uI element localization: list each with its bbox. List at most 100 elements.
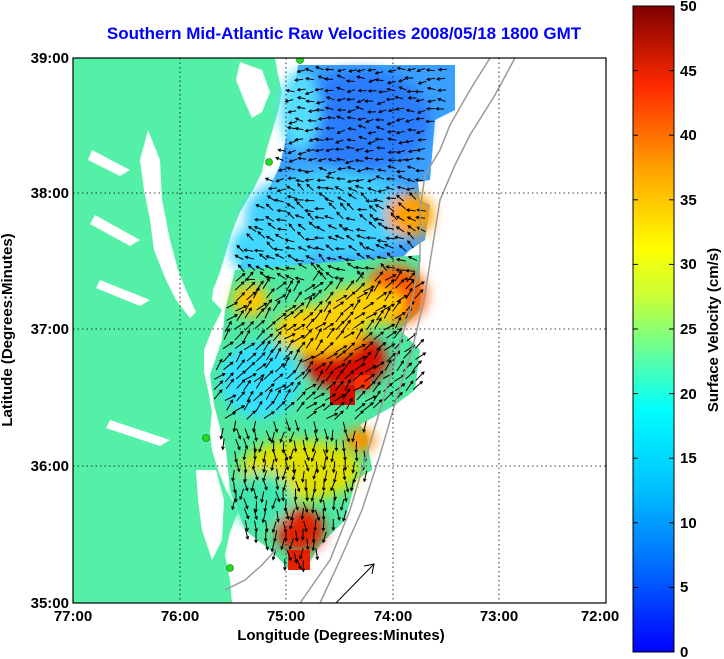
velocity-arrow bbox=[245, 361, 256, 371]
y-axis: 39:00 38:00 37:00 36:00 35:00 Latitude (… bbox=[0, 50, 69, 612]
velocity-arrow bbox=[244, 307, 252, 319]
velocity-arrow bbox=[324, 88, 334, 93]
velocity-arrow bbox=[277, 168, 287, 172]
velocity-arrow bbox=[265, 357, 273, 369]
velocity-arrow bbox=[356, 98, 366, 104]
velocity-arrow bbox=[407, 231, 415, 240]
velocity-arrow bbox=[335, 350, 347, 359]
velocity-arrow bbox=[353, 371, 364, 381]
velocity-arrow bbox=[347, 187, 358, 192]
velocity-arrow bbox=[294, 419, 300, 432]
velocity-arrow bbox=[406, 216, 417, 222]
velocity-arrow bbox=[354, 449, 359, 462]
velocity-arrow bbox=[347, 193, 357, 200]
velocity-arrow bbox=[414, 89, 424, 94]
velocity-arrow bbox=[254, 319, 266, 329]
velocity-arrow bbox=[386, 252, 394, 261]
velocity-arrow bbox=[405, 208, 416, 213]
velocity-arrow bbox=[224, 372, 234, 383]
velocity-arrow bbox=[285, 279, 293, 292]
velocity-arrow bbox=[222, 341, 234, 350]
velocity-arrow bbox=[254, 500, 258, 514]
velocity-arrow bbox=[343, 359, 352, 371]
colorbar-tick-label: 25 bbox=[680, 321, 697, 338]
velocity-arrow bbox=[335, 329, 345, 340]
velocity-arrow bbox=[394, 235, 404, 240]
velocity-arrow bbox=[291, 461, 296, 474]
velocity-arrow bbox=[326, 412, 339, 420]
velocity-arrow bbox=[354, 355, 367, 363]
velocity-arrow bbox=[286, 166, 296, 171]
velocity-arrow bbox=[284, 401, 295, 411]
velocity-arrow bbox=[386, 80, 396, 85]
velocity-arrow bbox=[283, 356, 290, 369]
velocity-arrow bbox=[305, 360, 314, 372]
velocity-arrow bbox=[243, 379, 251, 391]
velocity-arrow bbox=[368, 221, 377, 229]
velocity-arrow bbox=[395, 278, 405, 289]
velocity-arrow bbox=[296, 96, 306, 100]
velocity-arrow bbox=[414, 289, 424, 300]
velocity-arrow bbox=[404, 76, 414, 80]
velocity-arrow bbox=[387, 69, 397, 73]
velocity-arrow bbox=[405, 187, 415, 191]
velocity-arrow bbox=[405, 287, 413, 300]
velocity-arrow bbox=[316, 178, 326, 183]
velocity-arrow bbox=[334, 246, 345, 251]
velocity-arrow bbox=[314, 403, 326, 411]
velocity-arrow bbox=[305, 255, 315, 261]
velocity-arrow bbox=[213, 389, 223, 400]
x-tick-label: 75:00 bbox=[267, 608, 305, 625]
velocity-arrow bbox=[265, 235, 275, 242]
velocity-arrow bbox=[337, 166, 347, 171]
velocity-arrow bbox=[244, 277, 255, 282]
velocity-arrow bbox=[334, 401, 345, 412]
velocity-arrow bbox=[295, 358, 303, 371]
velocity-arrow bbox=[373, 198, 384, 203]
velocity-arrow bbox=[395, 169, 406, 174]
velocity-arrow bbox=[394, 106, 405, 111]
velocity-arrow bbox=[336, 115, 345, 120]
velocity-arrow bbox=[313, 392, 326, 400]
velocity-arrow bbox=[296, 105, 306, 110]
velocity-arrow bbox=[372, 381, 381, 393]
velocity-arrow bbox=[415, 371, 425, 381]
velocity-arrow bbox=[294, 214, 305, 219]
velocity-arrow bbox=[271, 497, 277, 510]
velocity-arrow bbox=[356, 270, 364, 279]
velocity-arrow bbox=[386, 330, 398, 339]
velocity-arrow bbox=[375, 244, 385, 249]
velocity-arrow bbox=[283, 388, 291, 401]
velocity-arrow bbox=[314, 509, 320, 522]
x-tick-label: 72:00 bbox=[581, 608, 619, 625]
velocity-arrow bbox=[348, 69, 358, 73]
velocity-arrow bbox=[308, 137, 318, 142]
velocity-arrow bbox=[274, 233, 284, 240]
velocity-arrow bbox=[312, 269, 321, 281]
velocity-arrow bbox=[383, 382, 393, 393]
velocity-arrow bbox=[259, 271, 268, 279]
velocity-arrow bbox=[415, 156, 425, 161]
velocity-arrow bbox=[396, 185, 406, 190]
velocity-arrow bbox=[392, 299, 401, 311]
velocity-arrow bbox=[316, 379, 325, 391]
velocity-arrow bbox=[398, 244, 407, 252]
velocity-arrow bbox=[336, 509, 341, 521]
velocity-arrow bbox=[325, 393, 337, 401]
velocity-arrow bbox=[343, 331, 356, 339]
velocity-arrow bbox=[243, 342, 256, 351]
velocity-arrow bbox=[367, 178, 376, 183]
velocity-arrow bbox=[407, 256, 418, 262]
velocity-arrow bbox=[294, 137, 304, 142]
velocity-arrow bbox=[365, 118, 374, 123]
velocity-arrow bbox=[276, 227, 287, 232]
velocity-arrow bbox=[244, 428, 250, 440]
velocity-arrow bbox=[263, 370, 274, 380]
velocity-arrow bbox=[308, 221, 317, 229]
velocity-arrow bbox=[285, 266, 296, 270]
velocity-arrows bbox=[213, 66, 447, 573]
velocity-arrow bbox=[356, 390, 366, 401]
estuary-1 bbox=[88, 150, 130, 176]
velocity-arrow bbox=[395, 194, 405, 202]
colorbar-tick-label: 45 bbox=[680, 63, 697, 80]
